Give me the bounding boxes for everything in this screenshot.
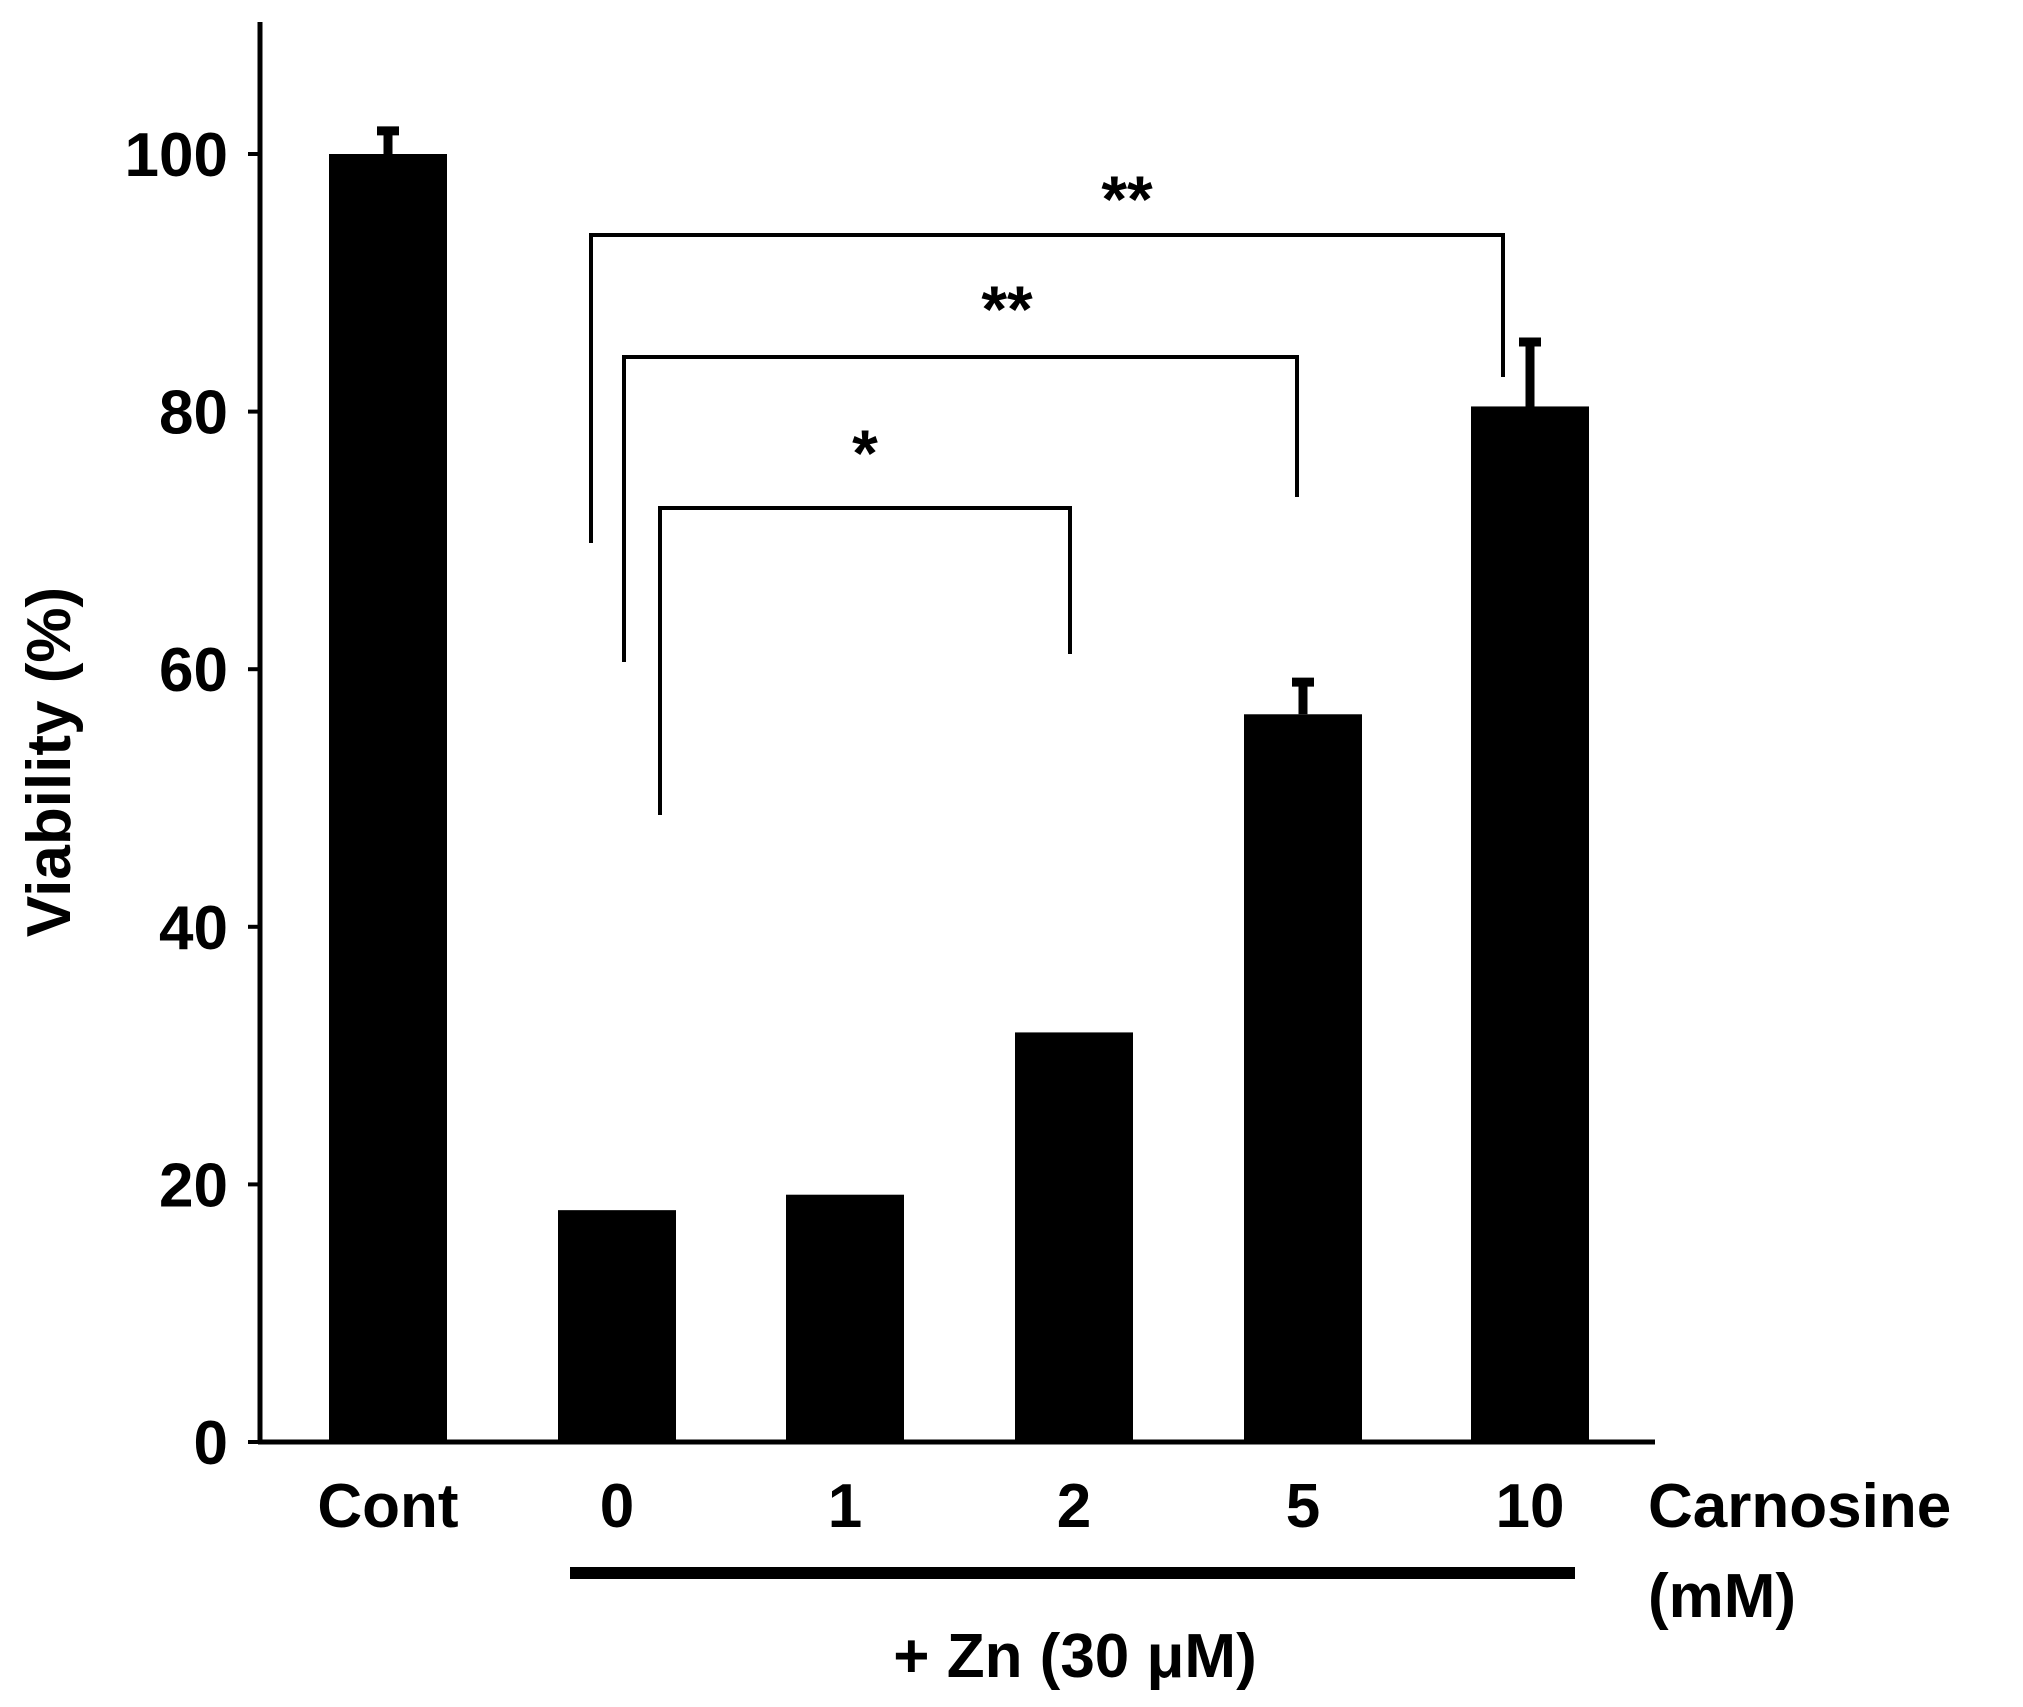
x-tick-label-4: 5: [1286, 1472, 1320, 1541]
bars: [329, 154, 1589, 1442]
y-tick-label-3: 60: [159, 636, 228, 705]
bar-2: [786, 1194, 904, 1442]
y-tick-label-1: 20: [159, 1151, 228, 1220]
y-tick-label-0: 0: [194, 1409, 228, 1478]
x-tick-label-5: 10: [1496, 1472, 1565, 1541]
significance-label-0: *: [852, 416, 878, 490]
y-tick-label-2: 40: [159, 894, 228, 963]
significance-bracket-0: [658, 506, 1072, 815]
bar-5: [1471, 406, 1589, 1442]
x-tick-label-3: 2: [1057, 1472, 1091, 1541]
significance-label-1: **: [981, 272, 1033, 346]
axes: [257, 22, 1655, 1445]
y-tick-label-5: 100: [125, 121, 228, 190]
x-tick-label-2: 1: [828, 1472, 862, 1541]
significance-label-2: **: [1101, 162, 1153, 236]
significance-bracket-1: [622, 355, 1299, 662]
y-axis-label: Viability (%): [15, 587, 84, 937]
bar-1: [558, 1210, 676, 1442]
significance-bracket-2: [589, 233, 1505, 543]
bar-3: [1015, 1032, 1133, 1442]
bar-0: [329, 154, 447, 1442]
significance-brackets: *****: [589, 162, 1505, 815]
carnosine-annotation-line2: (mM): [1648, 1562, 1796, 1631]
carnosine-annotation-line1: Carnosine: [1648, 1472, 1951, 1541]
x-tick-label-0: Cont: [317, 1472, 458, 1541]
y-tick-label-4: 80: [159, 379, 228, 448]
zn-group-label: + Zn (30 μM): [893, 1622, 1256, 1691]
bar-4: [1244, 714, 1362, 1442]
y-tick-labels: 0 20 40 60 80 100: [125, 121, 260, 1478]
x-tick-labels: Cont 0 1 2 5 10: [317, 1472, 1564, 1541]
error-bars: [377, 126, 1541, 715]
x-tick-label-1: 0: [600, 1472, 634, 1541]
